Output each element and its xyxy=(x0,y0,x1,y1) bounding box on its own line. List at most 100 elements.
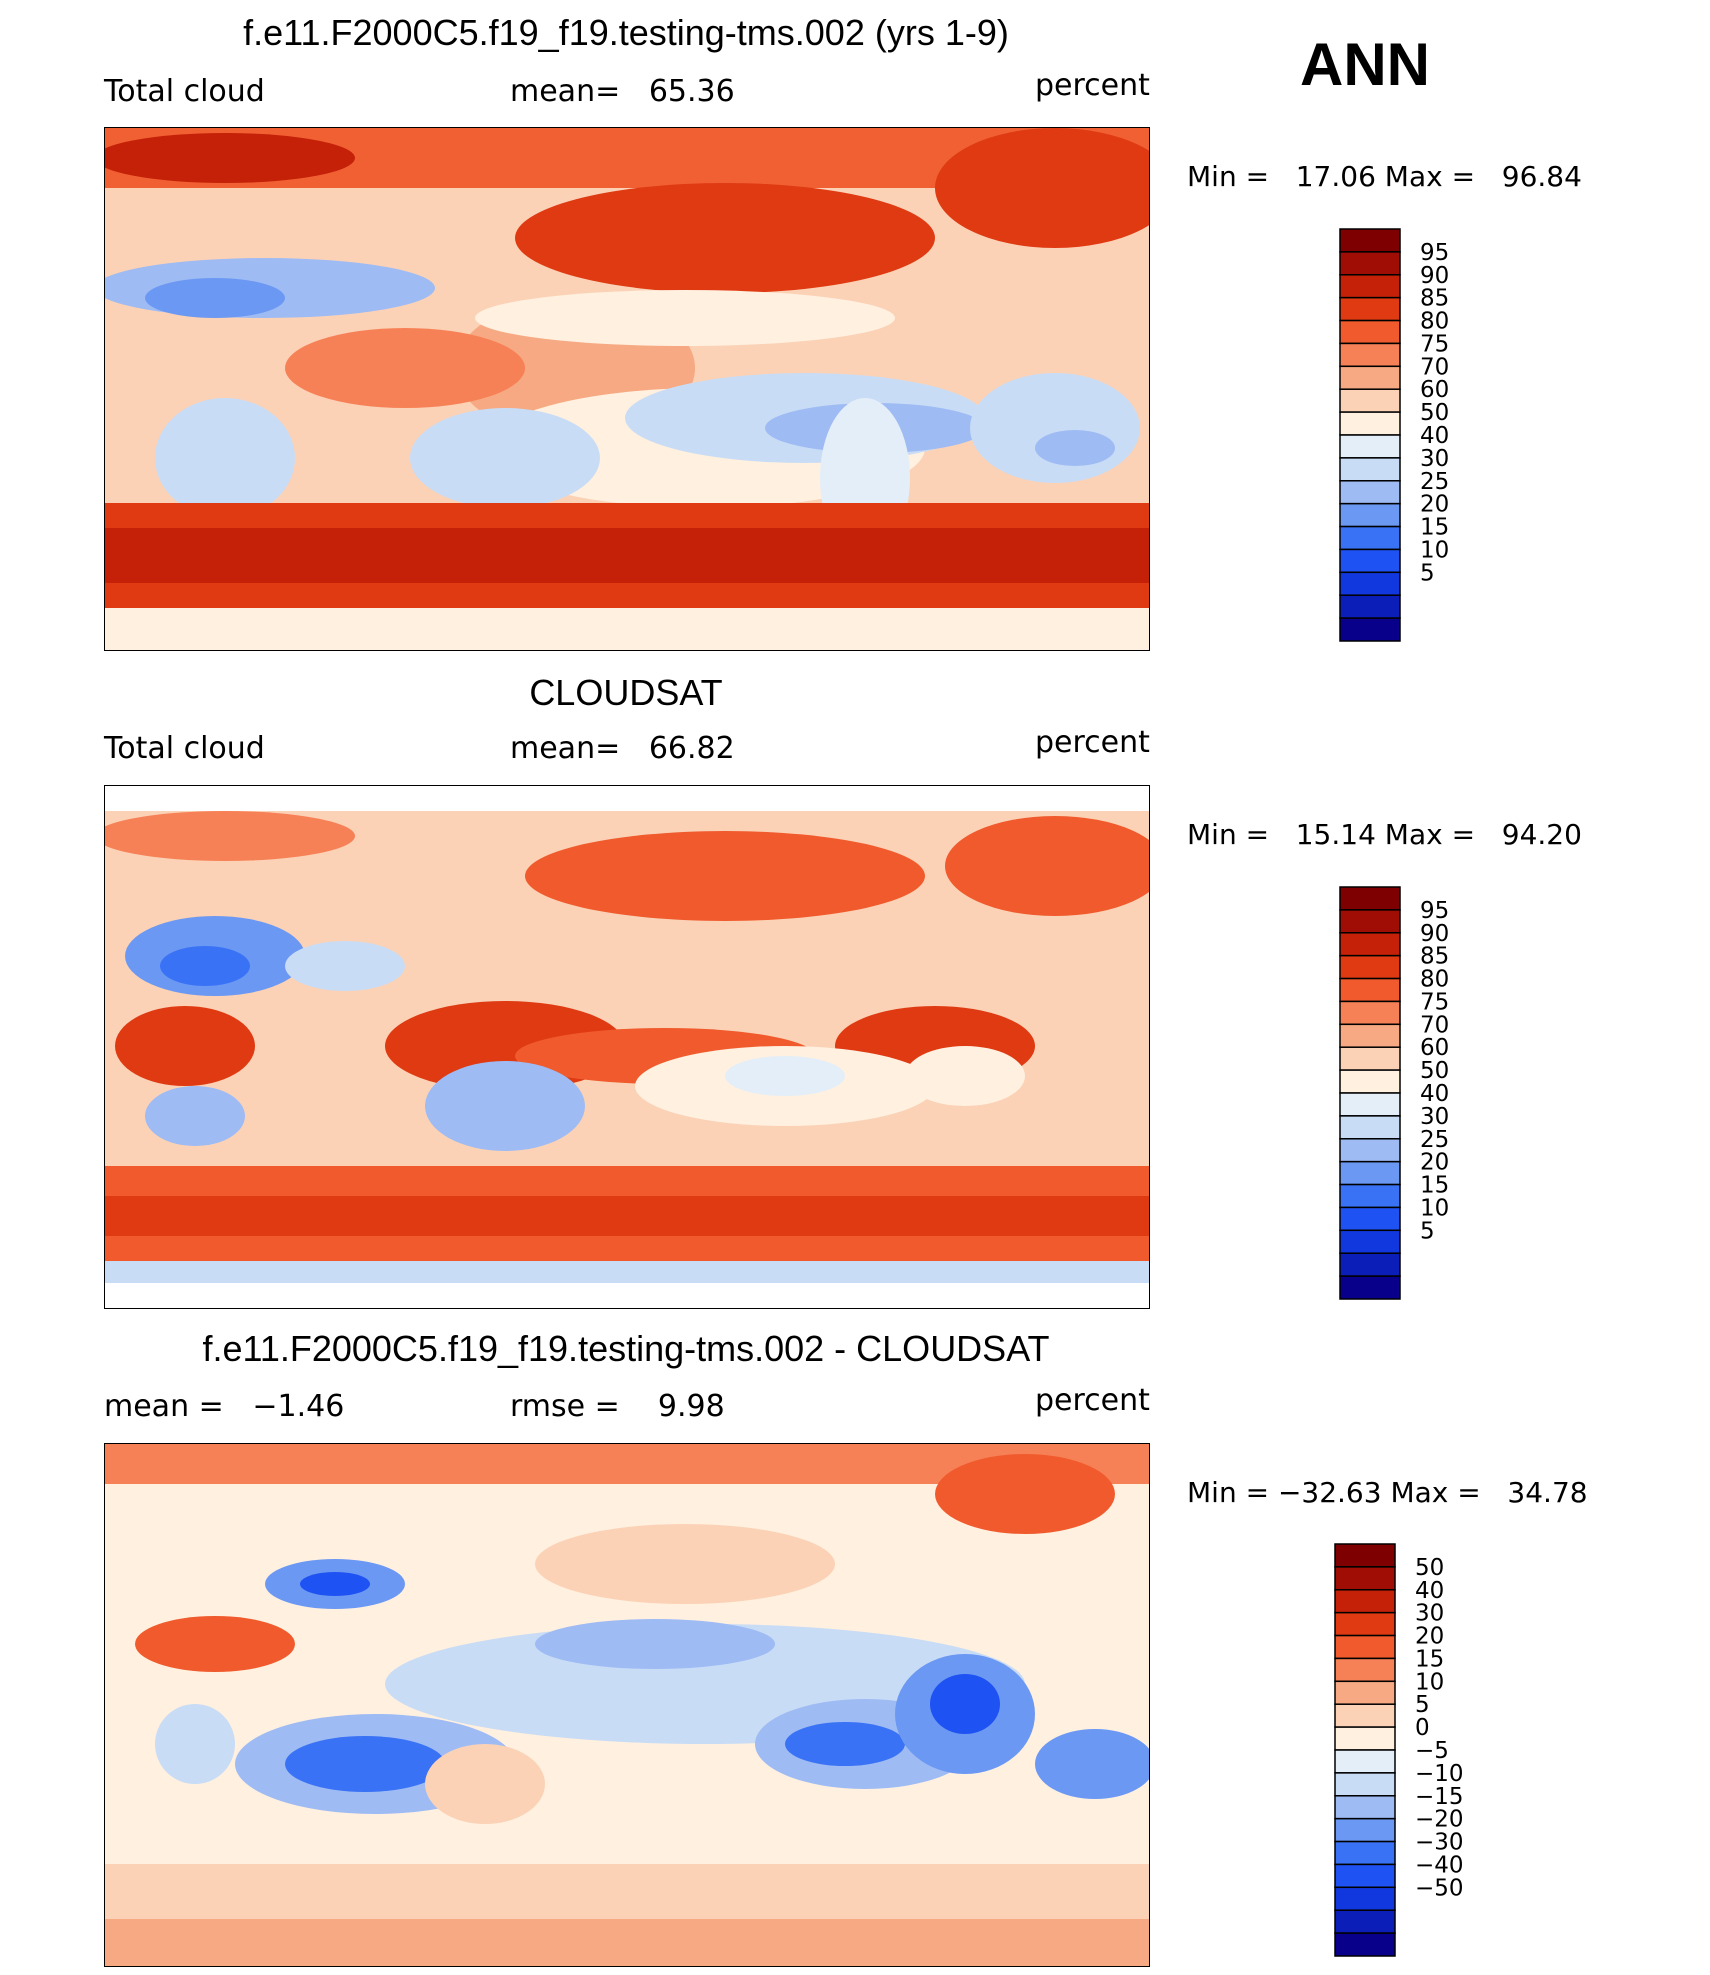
panel-1-variable-label: Total cloud xyxy=(104,74,265,109)
colorbar-tick-label: 95 xyxy=(1420,240,1449,266)
colorbar-segment xyxy=(1334,1657,1396,1683)
colorbar-segment xyxy=(1339,977,1401,1003)
colorbar-tick-label: 95 xyxy=(1420,898,1449,924)
colorbar-segment xyxy=(1339,296,1401,322)
colorbar-segment xyxy=(1339,1138,1401,1163)
colorbar-segment xyxy=(1339,525,1401,551)
colorbar-segment xyxy=(1339,319,1401,345)
panel-3-mean-label: mean = −1.46 xyxy=(104,1389,345,1424)
colorbar-segment xyxy=(1334,1680,1396,1705)
colorbar-tick-label: 60 xyxy=(1420,377,1449,403)
colorbar-segment xyxy=(1339,1000,1401,1026)
colorbar-segment xyxy=(1334,1932,1396,1957)
colorbar-tick-label: −5 xyxy=(1415,1738,1449,1764)
panel-3-title: f.e11.F2000C5.f19_f19.testing-tms.002 - … xyxy=(202,1328,1050,1369)
colorbar-tick-label: 40 xyxy=(1415,1578,1444,1604)
panel-2-title: CLOUDSAT xyxy=(529,672,723,713)
colorbar-tick-label: 80 xyxy=(1420,967,1449,993)
colorbar-segment xyxy=(1339,1206,1401,1232)
colorbar-tick-label: 75 xyxy=(1420,331,1449,357)
panel-1-field xyxy=(105,128,1149,650)
colorbar-tick-label: 20 xyxy=(1420,492,1449,518)
panel-1-minmax: Min = 17.06 Max = 96.84 xyxy=(1187,160,1582,193)
colorbar-segment xyxy=(1339,228,1401,253)
colorbar-tick-label: 85 xyxy=(1420,286,1449,312)
colorbar-segment xyxy=(1334,1589,1396,1614)
colorbar-segment xyxy=(1339,502,1401,528)
colorbar-segment xyxy=(1334,1749,1396,1774)
colorbar-tick-label: −40 xyxy=(1415,1852,1464,1878)
panel-2-map xyxy=(104,785,1150,1309)
panel-3-units-label: percent xyxy=(1035,1383,1150,1418)
colorbar-segment xyxy=(1334,1817,1396,1843)
colorbar-segment xyxy=(1334,1566,1396,1591)
panel-3-minmax: Min = −32.63 Max = 34.78 xyxy=(1187,1476,1588,1509)
colorbar-tick-label: 5 xyxy=(1420,560,1435,586)
colorbar-tick-label: 15 xyxy=(1420,1173,1449,1199)
colorbar-segment xyxy=(1339,365,1401,390)
panel-1-mean-label: mean= 65.36 xyxy=(510,74,735,109)
colorbar-tick-label: 40 xyxy=(1420,423,1449,449)
colorbar-tick-label: 20 xyxy=(1415,1624,1444,1650)
panel-2-mean-label: mean= 66.82 xyxy=(510,731,735,766)
colorbar-tick-label: 70 xyxy=(1420,1012,1449,1038)
colorbar-tick-label: 90 xyxy=(1420,921,1449,947)
colorbar-tick-label: −10 xyxy=(1415,1761,1464,1787)
colorbar-segment xyxy=(1334,1840,1396,1866)
colorbar-segment xyxy=(1339,457,1401,482)
colorbar-segment xyxy=(1339,1160,1401,1186)
colorbar-segment xyxy=(1339,1046,1401,1071)
colorbar-segment xyxy=(1339,571,1401,596)
colorbar-tick-label: 50 xyxy=(1415,1555,1444,1581)
colorbar-segment xyxy=(1339,594,1401,619)
panel-2-units-label: percent xyxy=(1035,725,1150,760)
panel-2-field xyxy=(105,786,1149,1308)
colorbar-segment xyxy=(1339,886,1401,911)
colorbar-tick-label: 50 xyxy=(1420,400,1449,426)
panel-1-colorbar: 95 90 85 80 75 70 60 50 40 30 25 20 15 10 5 xyxy=(1339,228,1449,642)
colorbar-segment xyxy=(1339,617,1401,642)
panel-3-map xyxy=(104,1443,1150,1967)
colorbar-tick-label: −20 xyxy=(1415,1807,1464,1833)
panel-3-colorbar: 50 40 30 20 15 10 5 0 −5 −10 −15 −20 −30 −40 −50 xyxy=(1334,1543,1464,1957)
colorbar-segment xyxy=(1334,1772,1396,1797)
panel-2-minmax: Min = 15.14 Max = 94.20 xyxy=(1187,818,1582,851)
colorbar-segment xyxy=(1339,909,1401,934)
colorbar-segment xyxy=(1334,1726,1396,1751)
colorbar-segment xyxy=(1339,251,1401,276)
colorbar-tick-label: 15 xyxy=(1415,1646,1444,1672)
colorbar-segment xyxy=(1334,1703,1396,1728)
colorbar-tick-label: 30 xyxy=(1420,1104,1449,1130)
colorbar-tick-label: 5 xyxy=(1415,1692,1430,1718)
colorbar-tick-label: −15 xyxy=(1415,1784,1464,1810)
colorbar-tick-label: 90 xyxy=(1420,263,1449,289)
colorbar-tick-label: −50 xyxy=(1415,1875,1464,1901)
colorbar-segment xyxy=(1339,548,1401,574)
colorbar-segment xyxy=(1334,1634,1396,1660)
colorbar-tick-label: 10 xyxy=(1415,1669,1444,1695)
panel-1-units-label: percent xyxy=(1035,68,1150,103)
season-label: ANN xyxy=(1300,31,1430,98)
colorbar-segment xyxy=(1339,1023,1401,1048)
colorbar-tick-label: 75 xyxy=(1420,989,1449,1015)
colorbar-segment xyxy=(1334,1863,1396,1889)
colorbar-segment xyxy=(1339,1275,1401,1300)
colorbar-tick-label: 60 xyxy=(1420,1035,1449,1061)
colorbar-tick-label: 50 xyxy=(1420,1058,1449,1084)
colorbar-segment xyxy=(1339,1115,1401,1140)
colorbar-tick-label: 80 xyxy=(1420,309,1449,335)
colorbar-tick-label: 25 xyxy=(1420,469,1449,495)
colorbar-tick-label: 25 xyxy=(1420,1127,1449,1153)
colorbar-segment xyxy=(1339,480,1401,505)
colorbar-tick-label: 15 xyxy=(1420,515,1449,541)
colorbar-tick-label: 0 xyxy=(1415,1715,1430,1741)
colorbar-segment xyxy=(1339,388,1401,413)
colorbar-segment xyxy=(1334,1886,1396,1911)
colorbar-segment xyxy=(1339,342,1401,368)
colorbar-segment xyxy=(1339,932,1401,957)
colorbar-segment xyxy=(1339,1252,1401,1277)
colorbar-segment xyxy=(1339,1183,1401,1209)
colorbar-segment xyxy=(1334,1909,1396,1934)
